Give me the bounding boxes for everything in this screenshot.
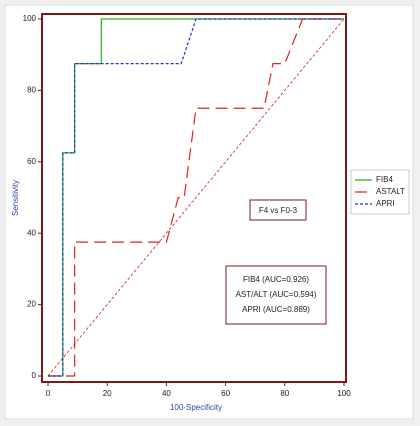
roc-line: [48, 18, 344, 377]
y-tick-label: 20: [27, 300, 36, 309]
legend-label: ASTALT: [376, 187, 405, 196]
y-axis-title: Sensitivity: [11, 180, 20, 216]
legend-label: FIB4: [376, 175, 393, 184]
x-tick-label: 100: [337, 389, 351, 398]
note-box: [249, 199, 307, 221]
auc-box: [225, 265, 327, 325]
reference-line: [47, 18, 345, 377]
x-axis-title: 100-Specificity: [170, 403, 222, 412]
x-tick-label: 0: [46, 389, 51, 398]
y-tick-label: 0: [32, 371, 37, 380]
y-tick-label: 40: [27, 228, 36, 237]
legend-label: APRI: [376, 199, 395, 208]
plot-frame: [41, 13, 347, 383]
auc-label: APRI (AUC=0.889): [242, 305, 310, 314]
roc-line: [48, 18, 344, 377]
y-tick-label: 80: [27, 86, 36, 95]
x-tick-label: 60: [221, 389, 230, 398]
x-tick-label: 80: [280, 389, 289, 398]
auc-label: AST/ALT (AUC=0.594): [236, 290, 317, 299]
y-tick-label: 100: [23, 14, 37, 23]
note: F4 vs F0-3: [259, 206, 298, 215]
x-tick-label: 40: [162, 389, 171, 398]
x-tick-label: 20: [103, 389, 112, 398]
y-tick-label: 60: [27, 157, 36, 166]
auc-label: FIB4 (AUC=0.926): [243, 275, 309, 284]
